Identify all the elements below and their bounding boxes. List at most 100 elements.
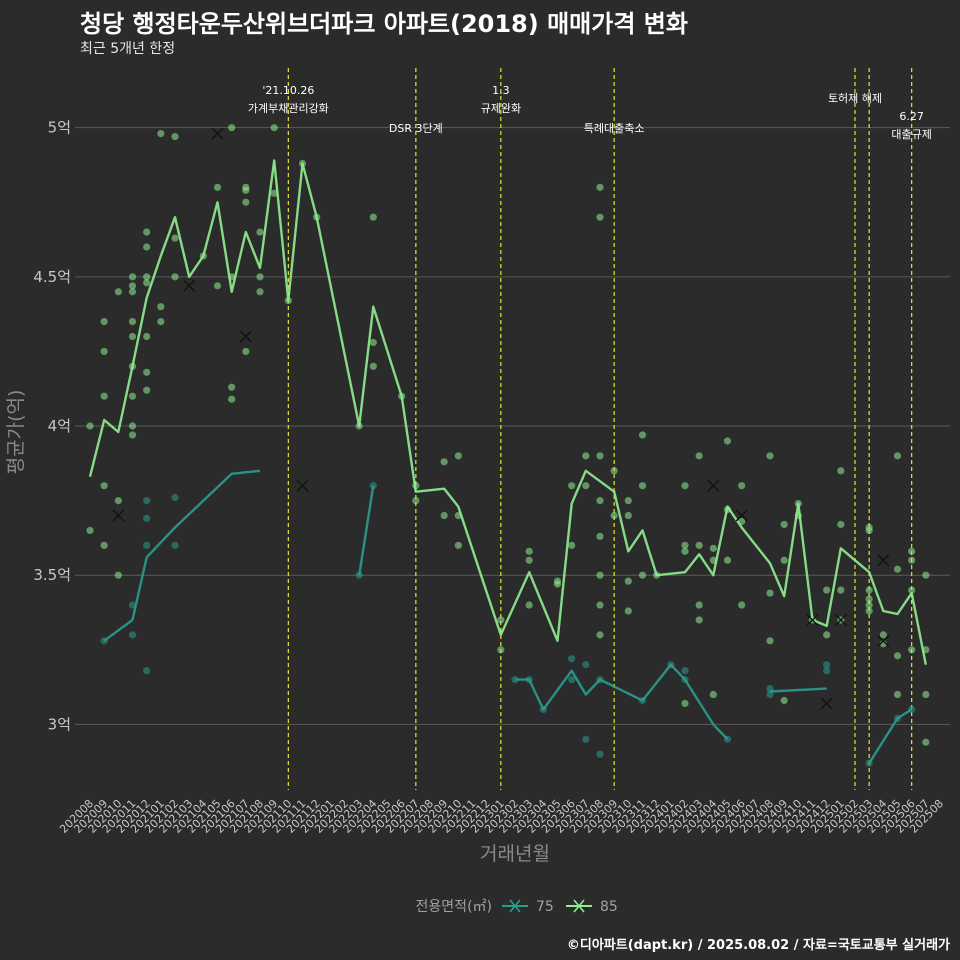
- data-point-85: [582, 452, 590, 460]
- data-point-85: [114, 571, 122, 579]
- data-point-75: [823, 661, 831, 669]
- data-point-85: [143, 386, 151, 394]
- data-point-85: [369, 362, 377, 370]
- data-point-85: [128, 332, 137, 341]
- data-point-85: [568, 482, 576, 490]
- data-point-85: [780, 556, 788, 564]
- data-point-85: [738, 601, 746, 609]
- data-point-85: [596, 631, 604, 639]
- data-point-85: [440, 458, 448, 466]
- legend-label-85: 85: [600, 899, 618, 915]
- y-tick-label: 4억: [48, 417, 71, 435]
- cross-marker-85: [735, 509, 748, 522]
- data-point-85: [171, 273, 179, 281]
- cross-marker-85: [112, 509, 125, 522]
- data-point-85: [837, 520, 845, 529]
- data-point-75: [171, 494, 179, 502]
- data-point-75: [369, 482, 377, 490]
- data-point-85: [86, 422, 94, 430]
- data-point-75: [143, 497, 151, 505]
- data-point-85: [454, 541, 462, 549]
- annotation-label: 가계부채관리강화: [248, 102, 329, 115]
- data-point-85: [128, 273, 137, 281]
- cross-marker-85: [877, 634, 890, 647]
- data-point-75: [568, 676, 576, 684]
- data-point-75: [582, 735, 590, 743]
- data-point-85: [638, 482, 647, 490]
- x-axis-title: 거래년월: [480, 843, 550, 865]
- series-line-75: [868, 708, 913, 764]
- cross-marker-85: [806, 613, 819, 626]
- data-point-85: [256, 288, 264, 296]
- y-tick-label: 5억: [48, 119, 71, 137]
- data-point-85: [242, 186, 250, 194]
- series-line-75: [103, 469, 261, 642]
- data-point-85: [100, 541, 108, 549]
- data-point-85: [823, 631, 831, 639]
- data-point-85: [171, 234, 179, 242]
- data-point-85: [256, 228, 264, 236]
- data-point-85: [100, 317, 108, 326]
- data-point-85: [369, 338, 377, 347]
- data-point-85: [497, 616, 505, 624]
- annotation-label: 대출규제: [891, 128, 931, 141]
- cross-marker-85: [211, 127, 224, 140]
- data-point-85: [893, 452, 902, 460]
- chart-title: 청당 행정타운두산위브더파크 아파트(2018) 매매가격 변화: [80, 10, 688, 38]
- cross-marker-75: [296, 479, 309, 492]
- data-point-85: [681, 482, 689, 490]
- scatter-points: [86, 124, 930, 767]
- annotation-label: 6.27: [899, 110, 924, 123]
- series-line-75: [358, 485, 375, 576]
- data-point-85: [624, 577, 632, 585]
- data-point-85: [695, 616, 703, 624]
- data-point-85: [596, 532, 604, 541]
- data-point-75: [766, 690, 774, 699]
- y-tick-labels: 3억 3.5억 4억 4.5억 5억: [33, 119, 71, 734]
- annotation-label: 토허제 해제: [828, 91, 882, 105]
- data-point-85: [525, 547, 533, 555]
- legend: 전용면적(㎡) 75 85: [416, 899, 618, 915]
- data-point-85: [681, 547, 689, 555]
- data-point-85: [143, 279, 151, 287]
- x-tick-labels: 2020082020092020102020112020122021012021…: [57, 797, 946, 836]
- data-point-85: [723, 437, 732, 445]
- data-point-85: [100, 482, 108, 490]
- annotation-label: '21.10.26: [262, 84, 314, 97]
- data-point-75: [823, 667, 831, 675]
- annotation-label: 규제완화: [481, 102, 521, 115]
- data-point-75: [582, 661, 590, 669]
- data-point-85: [922, 690, 930, 699]
- data-point-85: [596, 497, 604, 505]
- data-point-85: [922, 571, 930, 579]
- data-point-85: [440, 511, 448, 520]
- data-point-75: [128, 631, 137, 639]
- cross-marker-75: [820, 697, 833, 710]
- data-point-85: [228, 383, 236, 391]
- data-point-85: [738, 482, 746, 490]
- data-point-85: [922, 738, 930, 746]
- data-point-85: [695, 601, 703, 609]
- legend-marker-75: [509, 899, 521, 913]
- series-lines: [88, 159, 927, 764]
- data-point-85: [893, 690, 902, 699]
- data-point-85: [879, 631, 887, 639]
- data-point-85: [143, 368, 151, 376]
- data-point-85: [369, 213, 377, 221]
- data-point-85: [86, 526, 94, 535]
- cross-marker-85: [707, 479, 720, 492]
- data-point-85: [865, 601, 873, 609]
- data-point-85: [596, 601, 604, 609]
- data-point-85: [143, 243, 151, 251]
- data-point-85: [624, 607, 632, 615]
- y-tick-label: 3억: [48, 715, 71, 733]
- annotation-label: DSR 3단계: [389, 122, 443, 135]
- data-point-75: [143, 667, 151, 675]
- data-point-85: [610, 467, 618, 475]
- data-point-75: [568, 655, 576, 663]
- data-point-85: [128, 317, 137, 326]
- data-point-85: [525, 556, 533, 564]
- data-point-85: [596, 452, 604, 460]
- data-point-85: [709, 544, 717, 552]
- data-point-85: [171, 133, 179, 141]
